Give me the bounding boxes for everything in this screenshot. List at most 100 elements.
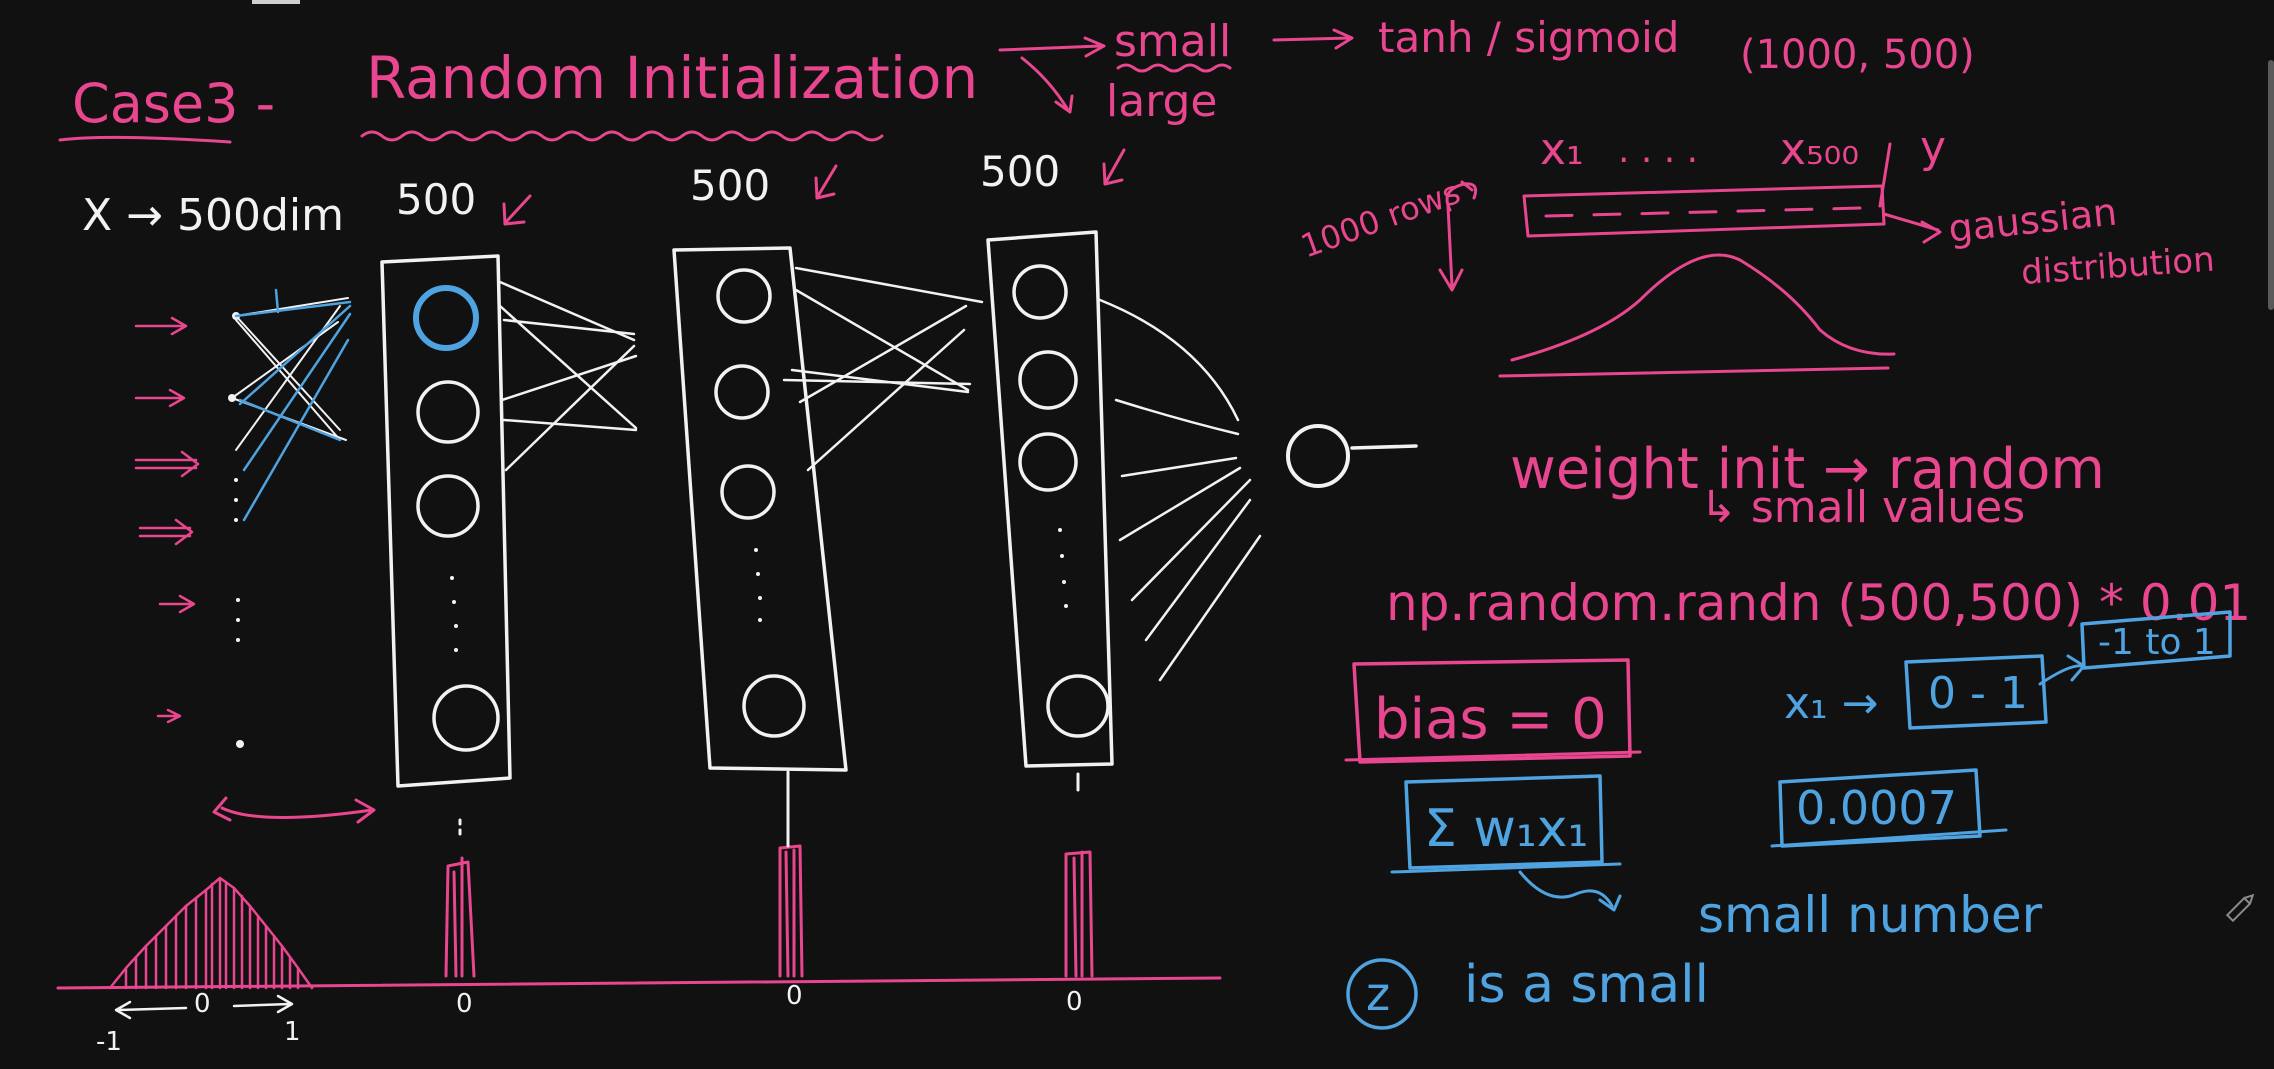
- data-row-dashes: [1544, 206, 1864, 218]
- sum-arrow: [1518, 870, 1622, 912]
- rows-down-arrow: [1438, 204, 1464, 292]
- layer3-box: [986, 230, 1114, 768]
- neuron: [416, 474, 480, 538]
- label-large: large: [1106, 76, 1218, 127]
- range-arrow: [2038, 654, 2086, 686]
- neuron: [432, 684, 500, 752]
- value-note: 0.0007: [1796, 781, 1957, 835]
- neuron: [720, 464, 776, 520]
- title-group: Case3 - Random Initialization small larg…: [58, 13, 1975, 144]
- title-case-underline: [58, 135, 232, 144]
- x-dots: . . . .: [1618, 130, 1698, 171]
- output-neuron-group: [1286, 424, 1418, 488]
- output-neuron: [1286, 424, 1350, 488]
- input-arrows: [134, 316, 200, 724]
- neuron: [714, 364, 770, 420]
- input-connections-blue: [234, 288, 352, 522]
- sum-box: [1404, 774, 1604, 870]
- tick-layer2-0: 0: [786, 981, 803, 1011]
- label-small-underline: [1116, 63, 1232, 73]
- neuron: [742, 674, 806, 738]
- input-histogram: [108, 876, 314, 990]
- tick-layer3-0: 0: [1066, 987, 1083, 1017]
- scrollbar-thumb[interactable]: [2268, 60, 2274, 310]
- input-label: X → 500dim: [82, 190, 344, 241]
- hidden-layer-1: [380, 254, 512, 788]
- layer3-arrow: [1102, 148, 1126, 186]
- neuron-highlighted: [413, 285, 479, 351]
- neuron: [716, 268, 772, 324]
- layer2-box: [672, 246, 848, 772]
- small-values-note: ↳ small values: [1700, 482, 2025, 533]
- input-dots: [228, 312, 244, 748]
- arrow-to-activation: [1272, 28, 1354, 50]
- label-small: small: [1114, 16, 1231, 67]
- activation-distributions: -1 0 1 0 0 0: [56, 770, 1222, 1057]
- layer1-box: [380, 254, 512, 788]
- pencil-icon[interactable]: [2225, 892, 2255, 923]
- hidden-layer-2: [672, 246, 848, 772]
- input-range-ticks-arrows: [114, 994, 294, 1020]
- neuron: [1012, 264, 1068, 320]
- x-first: x₁: [1540, 124, 1584, 175]
- x-last: x₅₀₀: [1780, 124, 1859, 175]
- baseline-axis: [56, 976, 1222, 990]
- notes-group: weight init → random ↳ small values np.r…: [1344, 437, 2251, 1030]
- gaussian-axis: [1498, 366, 1890, 378]
- layer2-arrow: [814, 164, 838, 200]
- value-underline: [1770, 828, 2008, 848]
- input-connections-white: [231, 297, 349, 451]
- bias-underline: [1344, 750, 1642, 762]
- tick-input-0: 0: [194, 989, 211, 1019]
- z-note: is a small: [1464, 955, 1709, 1015]
- small-number-note: small number: [1698, 886, 2043, 944]
- z-circle: [1346, 958, 1418, 1030]
- range-pm1-note: -1 to 1: [2098, 622, 2216, 663]
- hidden-layer-3: [986, 230, 1114, 768]
- tick-input-1: 1: [284, 1017, 301, 1047]
- bias-box: [1352, 658, 1632, 764]
- neuron: [1046, 674, 1110, 738]
- neuron: [1018, 350, 1078, 410]
- dist-label-1: gaussian: [1946, 190, 2119, 251]
- input-range-arrow: [212, 796, 376, 824]
- sum-underline: [1390, 862, 1622, 874]
- range-pm1-box: [2080, 610, 2232, 670]
- title-topic-underline: [360, 130, 884, 142]
- tick-layer1-0: 0: [456, 989, 473, 1019]
- tick-input-neg1: -1: [96, 1027, 122, 1057]
- layer1-activation-bar: [444, 818, 476, 978]
- window-tab-indicator: [252, 0, 300, 4]
- neuron: [416, 380, 480, 444]
- rows-arrow: [1445, 180, 1478, 212]
- weight-init-note: weight init → random: [1510, 437, 2105, 502]
- layer3-activation-bar: [1064, 772, 1094, 978]
- title-case: Case3 -: [72, 72, 275, 135]
- range01-note: 0 - 1: [1928, 668, 2028, 719]
- connections-1-2: [498, 280, 638, 472]
- title-topic: Random Initialization: [366, 44, 978, 112]
- layer2-label: 500: [690, 161, 770, 210]
- connections-2-3: [782, 266, 984, 472]
- arrow-to-large: [1020, 56, 1074, 114]
- layer1-label: 500: [396, 175, 476, 224]
- arrow-to-small: [998, 36, 1106, 58]
- data-row-box: [1522, 184, 1886, 238]
- z-symbol: z: [1366, 967, 1390, 1021]
- x1-note: x₁ →: [1784, 678, 1879, 729]
- network-labels: X → 500dim 500 500 500: [82, 147, 1126, 241]
- input-layer: [134, 288, 376, 824]
- range01-box: [1904, 654, 2048, 730]
- label-shape: (1000, 500): [1740, 32, 1975, 78]
- bias-note: bias = 0: [1374, 687, 1607, 752]
- rows-label: 1000 rows: [1296, 173, 1465, 266]
- gaussian-curve: [1510, 253, 1896, 362]
- neuron: [1018, 432, 1078, 492]
- output-line: [1350, 444, 1418, 450]
- dist-label-2: distribution: [2020, 240, 2216, 293]
- y-label: y: [1920, 122, 1946, 173]
- dataset-sketch: 1000 rows x₁ . . . . x₅₀₀ y gaussian dis…: [1296, 122, 2216, 378]
- layer1-arrow: [502, 194, 532, 226]
- layer2-activation-bar: [778, 770, 804, 978]
- label-activation: tanh / sigmoid: [1378, 13, 1679, 62]
